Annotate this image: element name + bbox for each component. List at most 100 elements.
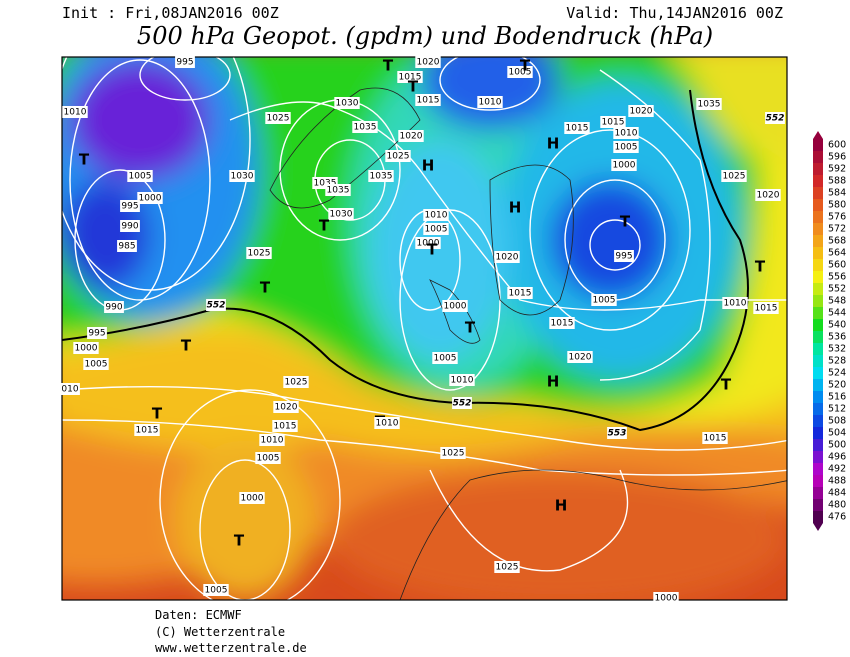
isobar-label: 1005 [129,172,152,182]
isobar-label: 1000 [417,239,440,249]
label-box [494,561,520,573]
label-box [73,342,99,354]
isobar-label: 553 [608,429,627,439]
label-box [653,592,679,604]
isobar-label: 1005 [257,454,280,464]
label-box [591,294,617,306]
colorbar-label: 532 [828,344,846,355]
colorbar-label: 536 [828,332,846,343]
colorbar-swatch [813,199,823,211]
isobar-label: 1020 [417,58,440,68]
label-box [334,97,360,109]
label-box [62,106,88,118]
high-marker: H [422,157,435,175]
colorbar-swatch [813,511,823,523]
colorbar-swatch [813,247,823,259]
label-box [117,240,137,252]
isobar-label: 995 [88,329,105,339]
label-box [415,56,441,68]
colorbar-label: 568 [828,236,846,247]
low-marker: T [721,376,732,394]
label-box [721,170,747,182]
colorbar-swatch [813,235,823,247]
label-box [765,112,785,124]
isobar-label: 1000 [241,494,264,504]
isobar-label: 1010 [261,436,284,446]
label-box [507,66,533,78]
colorbar-swatch [813,487,823,499]
low-marker: T [79,151,90,169]
isobar-label: 1025 [285,378,308,388]
colorbar-label: 548 [828,296,846,307]
isobar-label: 1000 [139,194,162,204]
isobar-label: 1025 [442,449,465,459]
label-box [607,427,627,439]
label-box [494,251,520,263]
colorbar-swatch [813,379,823,391]
label-box [696,98,722,110]
isobar-label: 1005 [615,143,638,153]
label-box [753,302,779,314]
label-box [374,417,400,429]
label-box [385,150,411,162]
map-title: 500 hPa Geopot. (gpdm) und Bodendruck (h… [137,22,713,50]
high-marker: H [555,497,568,515]
label-box [755,189,781,201]
isobar-label: 995 [121,202,138,212]
isobar-label: 1000 [655,594,678,604]
colorbar-swatch [813,355,823,367]
isobar-label: 1020 [496,253,519,263]
label-box [613,141,639,153]
low-marker: T [620,213,631,231]
isobar-label: 1010 [615,129,638,139]
low-marker: T [260,279,271,297]
colorbar-label: 572 [828,224,846,235]
label-box [722,297,748,309]
label-box [87,327,107,339]
isobar-label: 1030 [330,210,353,220]
low-marker: T [181,337,192,355]
colorbar-label: 600 [828,140,846,151]
valid-time: Valid: Thu,14JAN2016 00Z [566,4,783,22]
colorbar-swatch [813,331,823,343]
colorbar-label: 508 [828,416,846,427]
colorbar-swatch [813,271,823,283]
colorbar-swatch [813,499,823,511]
label-box [415,237,441,249]
label-box [255,452,281,464]
colorbar-label: 552 [828,284,846,295]
label-box [432,352,458,364]
colorbar-swatch [813,223,823,235]
label-box [628,105,654,117]
high-marker: H [547,135,560,153]
label-box [127,170,153,182]
low-marker: T [520,57,531,75]
colorbar-swatch [813,211,823,223]
label-box [104,301,124,313]
isobar-label: 1035 [354,123,377,133]
colorbar-label: 480 [828,500,846,511]
colorbar-label: 560 [828,260,846,271]
colorbar-label: 476 [828,512,846,523]
low-marker: T [755,258,766,276]
label-box [613,127,639,139]
colorbar-swatch [813,295,823,307]
isobar-label: 1015 [136,426,159,436]
label-box [442,300,468,312]
label-box [600,116,626,128]
isobar-label: 1010 [724,299,747,309]
isobar-label: 1010 [479,98,502,108]
isobar-label: 1015 [755,304,778,314]
label-box [229,170,255,182]
isobar-label: 1010 [64,108,87,118]
low-marker: T [408,78,419,96]
isobar-label: 1025 [723,172,746,182]
isobar-label: 1015 [551,319,574,329]
colorbar-swatch [813,451,823,463]
label-box [368,170,394,182]
isobar-label: 1020 [400,132,423,142]
isobar-label: 995 [176,58,193,68]
isobar-label: 1010 [376,419,399,429]
label-box [265,112,291,124]
label-box [60,383,80,395]
